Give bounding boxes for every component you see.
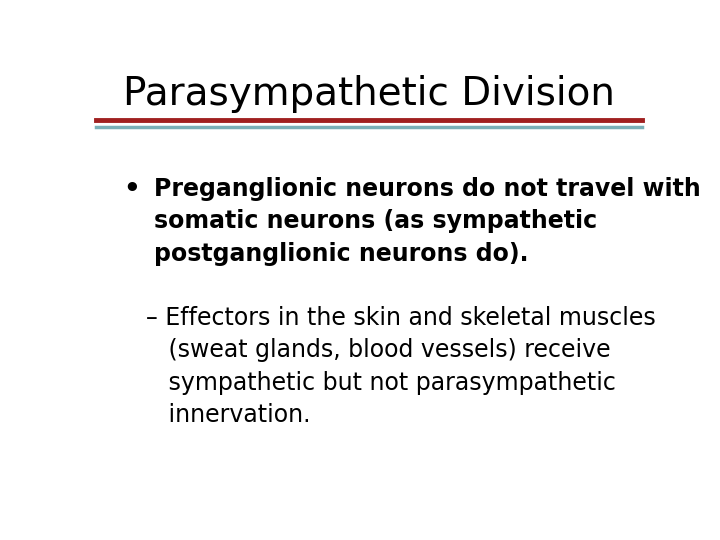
Text: (sweat glands, blood vessels) receive: (sweat glands, blood vessels) receive [145,339,611,362]
Text: somatic neurons (as sympathetic: somatic neurons (as sympathetic [154,210,598,233]
Text: •: • [124,177,140,203]
Text: Parasympathetic Division: Parasympathetic Division [123,75,615,113]
Text: Preganglionic neurons do not travel with: Preganglionic neurons do not travel with [154,177,701,201]
Text: innervation.: innervation. [145,403,310,427]
Text: – Effectors in the skin and skeletal muscles: – Effectors in the skin and skeletal mus… [145,306,655,330]
Text: postganglionic neurons do).: postganglionic neurons do). [154,242,528,266]
Text: sympathetic but not parasympathetic: sympathetic but not parasympathetic [145,371,616,395]
